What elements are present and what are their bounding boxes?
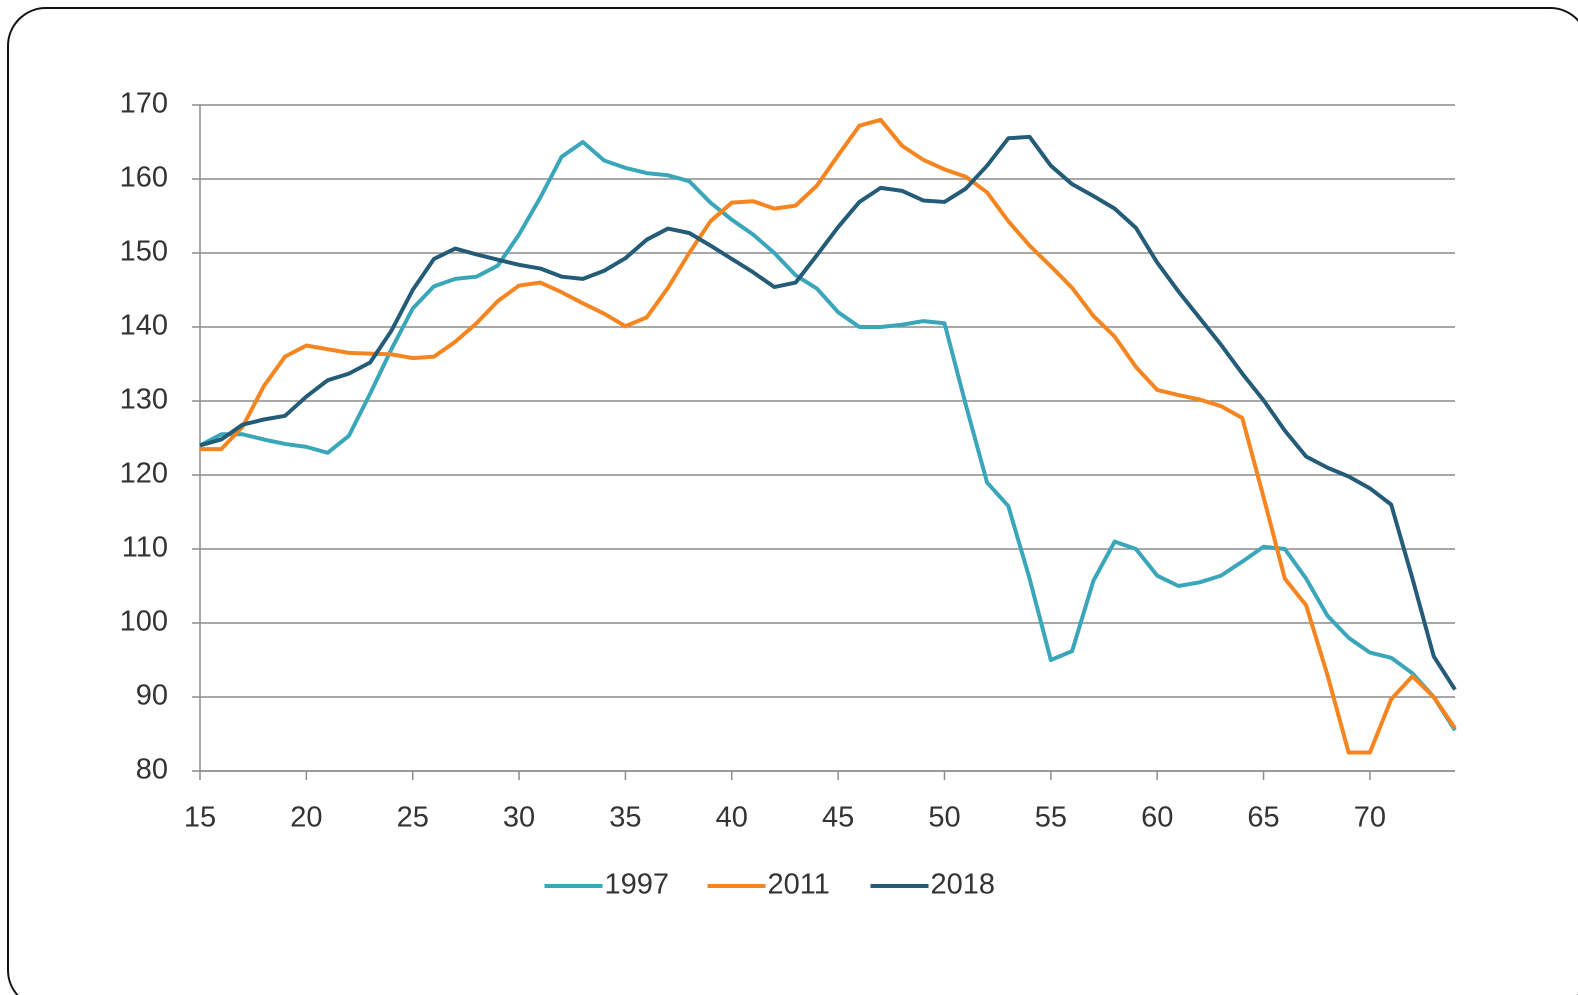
- y-tick-label: 110: [122, 532, 168, 564]
- y-tick-label: 130: [120, 384, 168, 416]
- series-line: [199, 140, 1457, 732]
- x-tick-label: 60: [1141, 802, 1173, 834]
- x-tick-label: 40: [716, 802, 748, 834]
- y-tick-label: 120: [120, 458, 168, 490]
- y-tick-label: 170: [120, 88, 168, 120]
- x-tick-label: 45: [822, 802, 854, 834]
- x-tick-label: 65: [1247, 802, 1279, 834]
- legend-label: 1997: [605, 869, 670, 901]
- y-tick-label: 80: [136, 754, 168, 786]
- x-tick-label: 70: [1354, 802, 1386, 834]
- y-tick-label: 140: [120, 310, 168, 342]
- y-tick-label: 160: [120, 162, 168, 194]
- x-tick-label: 50: [928, 802, 960, 834]
- y-tick-label: 90: [136, 680, 168, 712]
- x-tick-label: 35: [609, 802, 641, 834]
- legend-label: 2018: [931, 869, 996, 901]
- chart-frame: [7, 7, 1578, 995]
- x-tick-label: 55: [1035, 802, 1067, 834]
- series-line: [199, 134, 1457, 691]
- series-line: [200, 117, 1457, 755]
- y-tick-label: 100: [120, 606, 168, 638]
- legend-label: 2011: [768, 869, 830, 901]
- x-tick-label: 30: [503, 802, 535, 834]
- x-tick-label: 20: [290, 802, 322, 834]
- y-tick-label: 150: [120, 236, 168, 268]
- x-tick-label: 25: [397, 802, 429, 834]
- x-tick-label: 15: [184, 802, 216, 834]
